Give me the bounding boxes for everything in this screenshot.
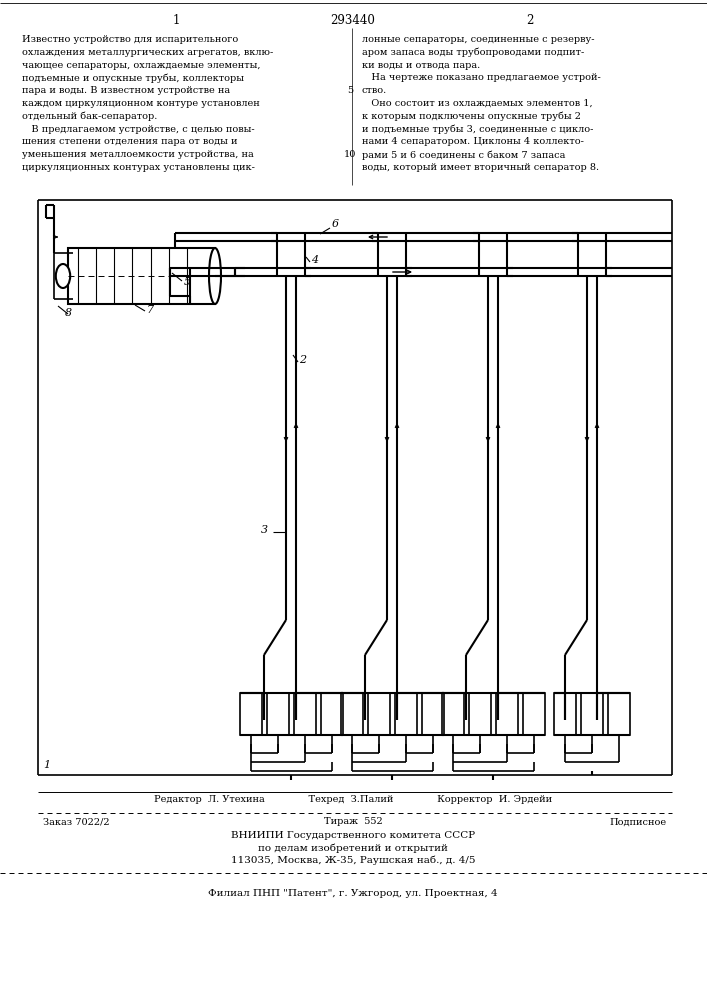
Text: ВНИИПИ Государственного комитета СССР: ВНИИПИ Государственного комитета СССР [231, 830, 475, 840]
Text: 113035, Москва, Ж-35, Раушская наб., д. 4/5: 113035, Москва, Ж-35, Раушская наб., д. … [230, 855, 475, 865]
Text: охлаждения металлургических агрегатов, вклю-: охлаждения металлургических агрегатов, в… [22, 48, 273, 57]
Bar [421, 693, 443, 735]
Bar [293, 693, 315, 735]
Text: 3: 3 [261, 525, 268, 535]
Text: 5: 5 [347, 86, 353, 95]
Text: к которым подключены опускные трубы 2: к которым подключены опускные трубы 2 [362, 112, 581, 121]
Text: подъемные и опускные трубы, коллекторы: подъемные и опускные трубы, коллекторы [22, 73, 244, 83]
Text: ство.: ство. [362, 86, 387, 95]
Text: 7: 7 [146, 305, 153, 315]
Text: Редактор  Л. Утехина              Техред  З.Палий              Корректор  И. Эрд: Редактор Л. Утехина Техред З.Палий Корре… [154, 796, 552, 804]
Bar [441, 693, 464, 735]
Text: 2: 2 [526, 13, 534, 26]
Text: 4: 4 [311, 255, 318, 265]
Text: отдельный бак-сепаратор.: отдельный бак-сепаратор. [22, 112, 158, 121]
Text: воды, который имеет вторичный сепаратор 8.: воды, который имеет вторичный сепаратор … [362, 163, 599, 172]
Bar [320, 693, 342, 735]
Bar [68, 248, 215, 304]
Bar [341, 693, 363, 735]
Text: Тираж  552: Тираж 552 [324, 818, 382, 826]
Text: Филиал ПНП "Патент", г. Ужгород, ул. Проектная, 4: Филиал ПНП "Патент", г. Ужгород, ул. Про… [208, 888, 498, 898]
Text: 8: 8 [65, 308, 72, 318]
Bar [267, 693, 288, 735]
Bar [554, 693, 576, 735]
Text: Оно состоит из охлаждаемых элементов 1,: Оно состоит из охлаждаемых элементов 1, [362, 99, 592, 108]
Text: каждом циркуляционном контуре установлен: каждом циркуляционном контуре установлен [22, 99, 259, 108]
Text: 2: 2 [299, 355, 306, 365]
Bar [496, 693, 518, 735]
Bar [581, 693, 603, 735]
Bar [469, 693, 491, 735]
Text: шения степени отделения пара от воды и: шения степени отделения пара от воды и [22, 137, 238, 146]
Text: рами 5 и 6 соединены с баком 7 запаса: рами 5 и 6 соединены с баком 7 запаса [362, 150, 566, 160]
Text: 1: 1 [173, 13, 180, 26]
Text: 293440: 293440 [331, 13, 375, 26]
Bar [395, 693, 416, 735]
Text: нами 4 сепаратором. Циклоны 4 коллекто-: нами 4 сепаратором. Циклоны 4 коллекто- [362, 137, 584, 146]
Bar [240, 693, 262, 735]
Text: На чертеже показано предлагаемое устрой-: На чертеже показано предлагаемое устрой- [362, 73, 601, 82]
Text: 5: 5 [184, 277, 191, 287]
Bar [608, 693, 630, 735]
Text: Известно устройство для испарительного: Известно устройство для испарительного [22, 35, 238, 44]
Text: пара и воды. В известном устройстве на: пара и воды. В известном устройстве на [22, 86, 230, 95]
Text: циркуляционных контурах установлены цик-: циркуляционных контурах установлены цик- [22, 163, 255, 172]
Text: уменьшения металлоемкости устройства, на: уменьшения металлоемкости устройства, на [22, 150, 254, 159]
Text: Заказ 7022/2: Заказ 7022/2 [43, 818, 110, 826]
Text: 1: 1 [43, 760, 50, 770]
Text: по делам изобретений и открытий: по делам изобретений и открытий [258, 843, 448, 853]
Text: 6: 6 [332, 219, 339, 229]
Text: чающее сепараторы, охлаждаемые элементы,: чающее сепараторы, охлаждаемые элементы, [22, 61, 260, 70]
Text: В предлагаемом устройстве, с целью повы-: В предлагаемом устройстве, с целью повы- [22, 125, 255, 134]
Bar [368, 693, 390, 735]
Text: Подписное: Подписное [610, 818, 667, 826]
Ellipse shape [56, 264, 70, 288]
Text: и подъемные трубы 3, соединенные с цикло-: и подъемные трубы 3, соединенные с цикло… [362, 125, 593, 134]
Ellipse shape [209, 248, 221, 304]
Text: ки воды и отвода пара.: ки воды и отвода пара. [362, 61, 480, 70]
Text: лонные сепараторы, соединенные с резерву-: лонные сепараторы, соединенные с резерву… [362, 35, 595, 44]
Text: 10: 10 [344, 150, 356, 159]
Bar [522, 693, 544, 735]
Text: аром запаса воды трубопроводами подпит-: аром запаса воды трубопроводами подпит- [362, 48, 584, 57]
